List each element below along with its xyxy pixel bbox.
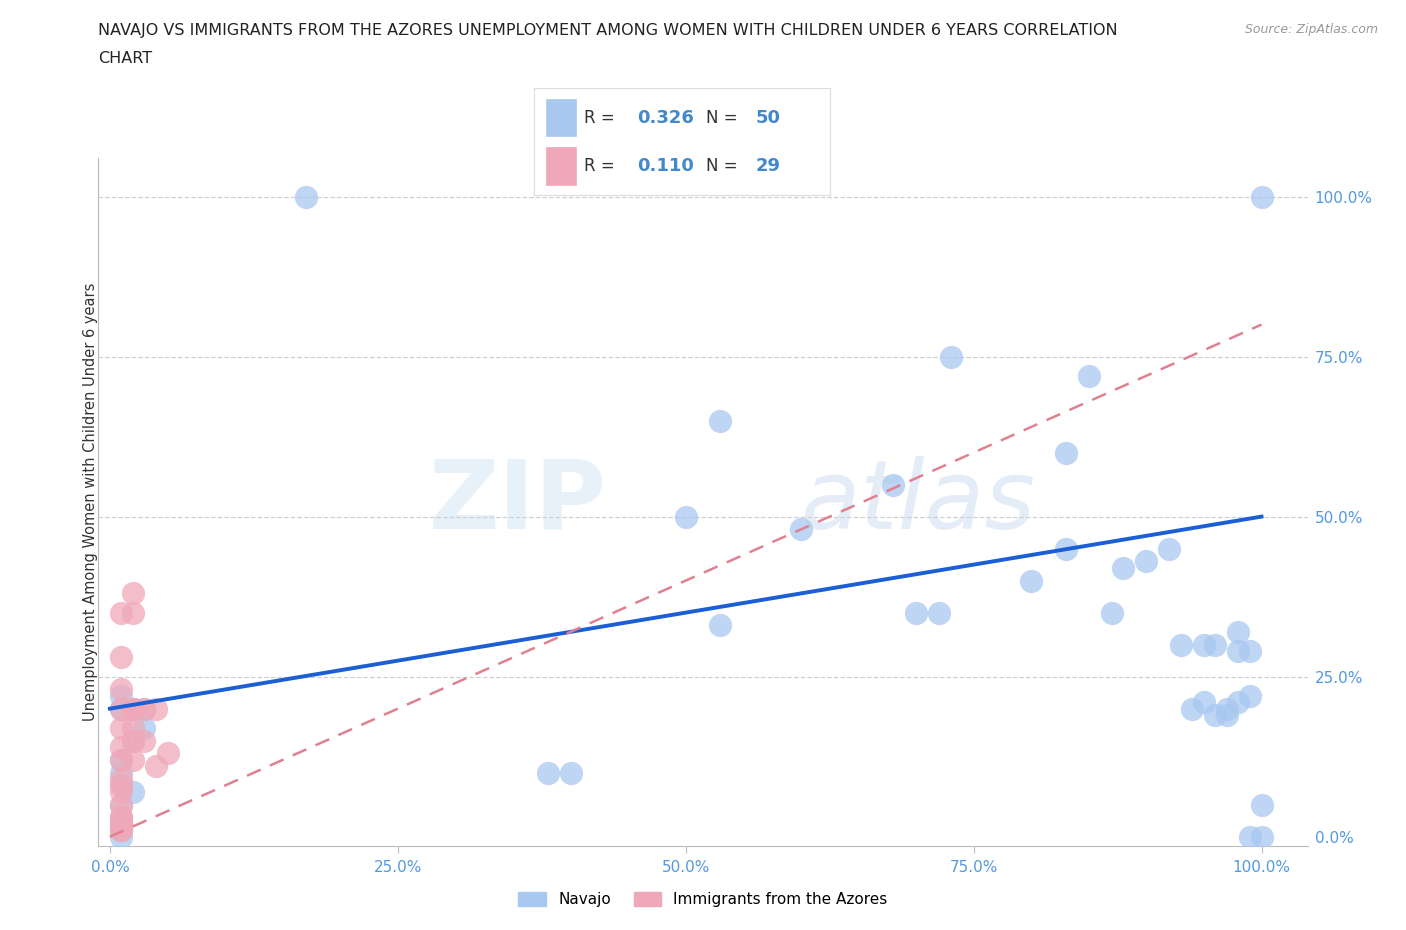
Point	[1101, 605, 1123, 620]
Point	[1159, 541, 1181, 556]
Point	[110, 721, 132, 736]
Point	[110, 701, 132, 716]
Text: 0.326: 0.326	[638, 110, 695, 127]
Text: N =: N =	[706, 157, 742, 176]
Point	[939, 349, 962, 364]
Point	[110, 784, 132, 799]
Point	[790, 522, 813, 537]
Point	[882, 477, 904, 492]
Point	[1250, 189, 1272, 204]
Point	[294, 189, 316, 204]
Point	[709, 618, 731, 633]
Point	[1181, 701, 1204, 716]
Point	[122, 733, 145, 748]
Point	[1192, 637, 1215, 652]
Point	[110, 752, 132, 767]
Point	[1227, 644, 1250, 658]
Point	[122, 701, 145, 716]
Text: Source: ZipAtlas.com: Source: ZipAtlas.com	[1244, 23, 1378, 36]
Point	[122, 733, 145, 748]
Point	[110, 810, 132, 825]
Point	[1019, 573, 1042, 588]
Text: NAVAJO VS IMMIGRANTS FROM THE AZORES UNEMPLOYMENT AMONG WOMEN WITH CHILDREN UNDE: NAVAJO VS IMMIGRANTS FROM THE AZORES UNE…	[98, 23, 1118, 38]
Point	[110, 810, 132, 825]
Point	[1250, 797, 1272, 812]
Point	[110, 817, 132, 831]
Point	[110, 823, 132, 838]
Point	[1204, 708, 1226, 723]
Text: 0.110: 0.110	[638, 157, 695, 176]
Text: CHART: CHART	[98, 51, 152, 66]
Point	[122, 784, 145, 799]
Point	[110, 830, 132, 844]
Point	[1250, 830, 1272, 844]
Text: ZIP: ZIP	[429, 456, 606, 549]
Point	[110, 650, 132, 665]
Point	[110, 688, 132, 703]
Point	[1216, 708, 1239, 723]
Point	[1112, 561, 1135, 576]
Point	[1216, 701, 1239, 716]
Point	[110, 797, 132, 812]
Point	[1239, 688, 1261, 703]
Point	[122, 605, 145, 620]
Y-axis label: Unemployment Among Women with Children Under 6 years: Unemployment Among Women with Children U…	[83, 283, 97, 722]
Point	[110, 823, 132, 838]
Point	[122, 586, 145, 601]
Text: R =: R =	[585, 157, 620, 176]
Point	[122, 721, 145, 736]
Point	[1227, 624, 1250, 639]
Point	[110, 739, 132, 754]
Point	[536, 765, 558, 780]
Point	[560, 765, 582, 780]
Point	[110, 817, 132, 831]
FancyBboxPatch shape	[546, 147, 575, 184]
FancyBboxPatch shape	[546, 100, 575, 137]
Point	[1192, 695, 1215, 710]
Text: atlas: atlas	[800, 456, 1035, 549]
Point	[110, 605, 132, 620]
Point	[110, 823, 132, 838]
Point	[1054, 541, 1077, 556]
Point	[122, 701, 145, 716]
Point	[1054, 445, 1077, 460]
Text: 29: 29	[756, 157, 780, 176]
Point	[110, 778, 132, 793]
Point	[110, 817, 132, 831]
Point	[1227, 695, 1250, 710]
Point	[1170, 637, 1192, 652]
Point	[110, 752, 132, 767]
Text: N =: N =	[706, 110, 742, 127]
Point	[110, 701, 132, 716]
Point	[905, 605, 928, 620]
Point	[134, 701, 156, 716]
Point	[1204, 637, 1226, 652]
Point	[134, 733, 156, 748]
Point	[1135, 554, 1157, 569]
Point	[145, 701, 167, 716]
Point	[122, 752, 145, 767]
Point	[1239, 644, 1261, 658]
Point	[122, 701, 145, 716]
Point	[134, 701, 156, 716]
Point	[110, 797, 132, 812]
Legend: Navajo, Immigrants from the Azores: Navajo, Immigrants from the Azores	[512, 885, 894, 913]
Point	[928, 605, 950, 620]
Point	[110, 772, 132, 787]
Point	[1239, 830, 1261, 844]
Point	[134, 721, 156, 736]
Point	[110, 778, 132, 793]
Point	[675, 509, 697, 524]
Point	[110, 765, 132, 780]
Point	[145, 759, 167, 774]
Text: 50: 50	[756, 110, 780, 127]
Point	[110, 682, 132, 697]
Point	[709, 413, 731, 428]
Point	[156, 746, 179, 761]
Point	[1077, 368, 1099, 383]
Text: R =: R =	[585, 110, 620, 127]
